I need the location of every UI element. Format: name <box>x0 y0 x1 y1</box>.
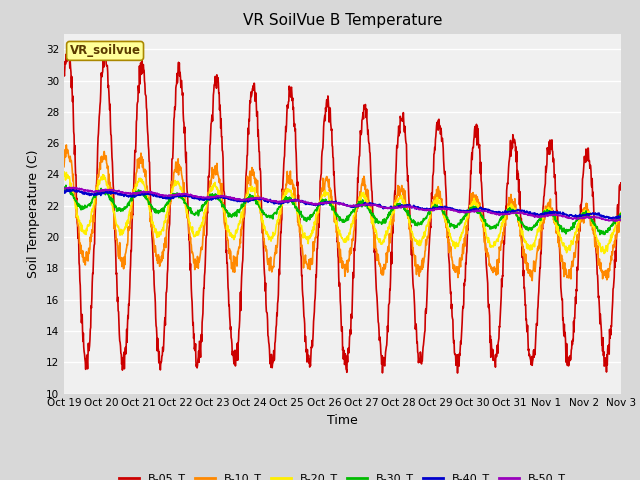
B-10_T <box>63 142 70 148</box>
B-10_T <box>246 183 254 189</box>
Line: B-50_T: B-50_T <box>64 187 621 221</box>
Legend: B-05_T, B-10_T, B-20_T, B-30_T, B-40_T, B-50_T: B-05_T, B-10_T, B-20_T, B-30_T, B-40_T, … <box>115 469 570 480</box>
B-05_T <box>454 370 461 376</box>
B-40_T <box>70 186 77 192</box>
B-20_T <box>246 186 254 192</box>
Line: B-20_T: B-20_T <box>64 172 621 253</box>
B-05_T <box>184 210 192 216</box>
B-10_T <box>60 164 68 169</box>
B-20_T <box>60 169 68 175</box>
B-30_T <box>429 204 437 210</box>
B-50_T <box>502 211 509 217</box>
Line: B-30_T: B-30_T <box>64 185 621 235</box>
B-50_T <box>551 212 559 217</box>
B-20_T <box>551 219 559 225</box>
Text: VR_soilvue: VR_soilvue <box>70 44 141 58</box>
B-40_T <box>246 198 254 204</box>
B-20_T <box>600 251 608 256</box>
B-50_T <box>65 184 73 190</box>
Line: B-40_T: B-40_T <box>64 189 621 219</box>
B-30_T <box>62 182 70 188</box>
B-30_T <box>551 214 559 219</box>
B-05_T <box>502 207 510 213</box>
B-05_T <box>246 100 254 106</box>
B-10_T <box>184 218 192 224</box>
B-40_T <box>617 213 625 219</box>
B-40_T <box>607 216 615 222</box>
B-50_T <box>184 192 192 198</box>
B-10_T <box>529 278 536 284</box>
B-30_T <box>171 193 179 199</box>
B-50_T <box>617 217 625 223</box>
B-05_T <box>60 67 68 73</box>
B-05_T <box>171 104 179 110</box>
B-05_T <box>63 42 71 48</box>
B-20_T <box>617 210 625 216</box>
B-10_T <box>617 215 625 221</box>
B-30_T <box>60 186 68 192</box>
B-50_T <box>60 186 68 192</box>
B-30_T <box>596 232 604 238</box>
X-axis label: Time: Time <box>327 414 358 427</box>
B-40_T <box>184 193 192 199</box>
B-20_T <box>429 204 436 210</box>
B-10_T <box>552 219 559 225</box>
B-05_T <box>429 171 437 177</box>
B-10_T <box>502 212 509 217</box>
B-10_T <box>429 200 437 206</box>
B-05_T <box>552 191 559 197</box>
Title: VR SoilVue B Temperature: VR SoilVue B Temperature <box>243 13 442 28</box>
Line: B-10_T: B-10_T <box>64 145 621 281</box>
B-50_T <box>429 206 437 212</box>
B-30_T <box>246 198 254 204</box>
Y-axis label: Soil Temperature (C): Soil Temperature (C) <box>28 149 40 278</box>
B-50_T <box>171 192 179 198</box>
B-30_T <box>617 213 625 218</box>
B-40_T <box>60 188 68 194</box>
B-05_T <box>617 180 625 186</box>
B-40_T <box>171 193 179 199</box>
B-30_T <box>502 209 509 215</box>
Line: B-05_T: B-05_T <box>64 45 621 373</box>
B-40_T <box>429 204 437 210</box>
B-50_T <box>611 218 619 224</box>
B-40_T <box>551 209 559 215</box>
B-40_T <box>502 209 509 215</box>
B-20_T <box>170 182 178 188</box>
B-10_T <box>171 167 179 173</box>
B-20_T <box>184 215 191 220</box>
B-20_T <box>502 212 509 218</box>
B-30_T <box>184 205 192 211</box>
B-50_T <box>246 196 254 202</box>
